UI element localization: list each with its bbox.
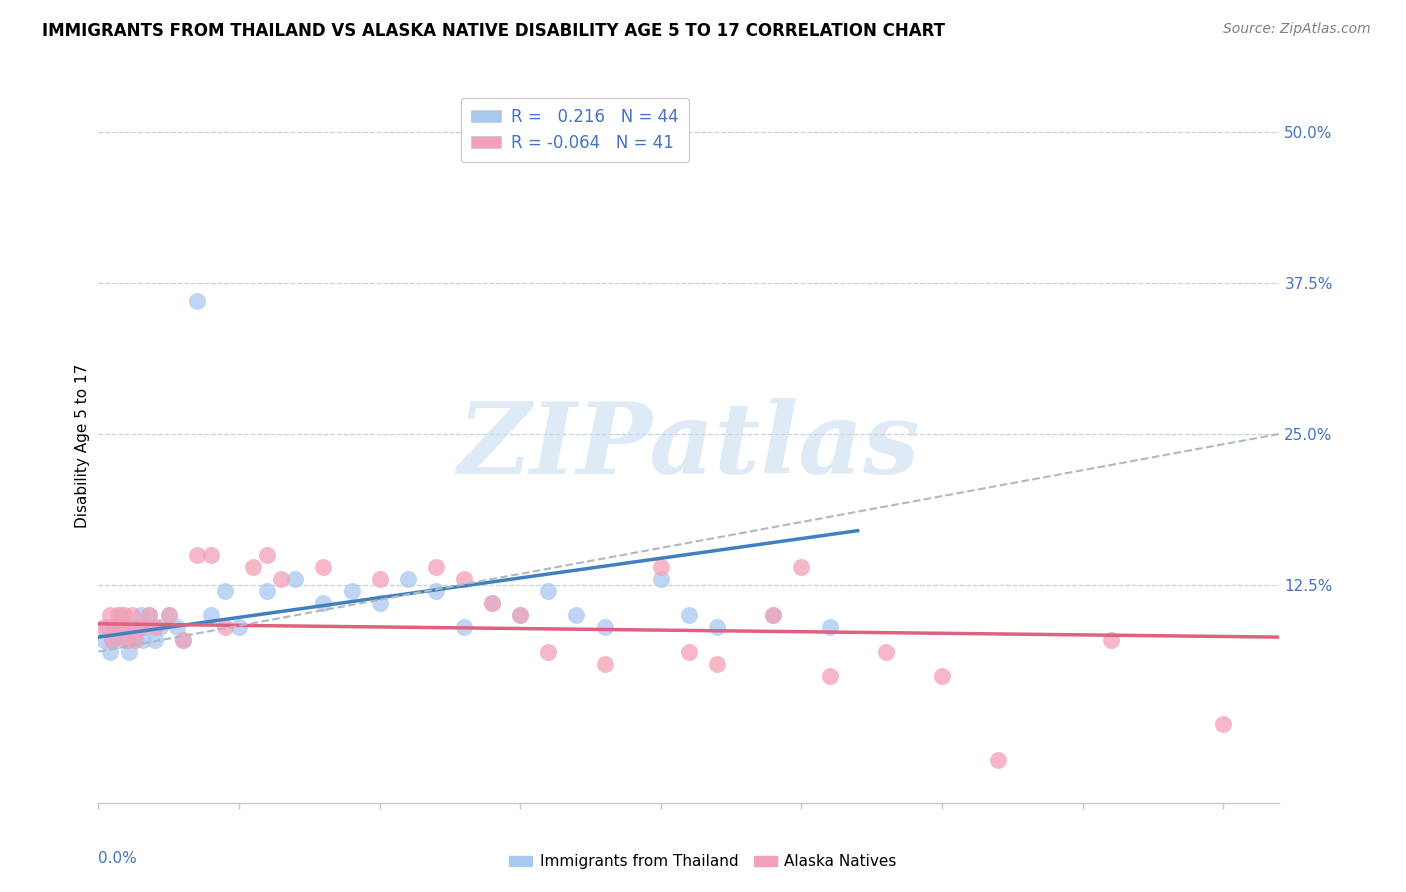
Point bbox=[931, 669, 953, 683]
Point bbox=[172, 632, 194, 647]
Point bbox=[93, 620, 115, 634]
Y-axis label: Disability Age 5 to 17: Disability Age 5 to 17 bbox=[75, 364, 90, 528]
Point bbox=[706, 657, 728, 671]
Text: 0.0%: 0.0% bbox=[98, 851, 138, 866]
Point bbox=[453, 572, 475, 586]
Point bbox=[149, 620, 172, 634]
Point bbox=[425, 584, 447, 599]
Legend: R =   0.216   N = 44, R = -0.064   N = 41: R = 0.216 N = 44, R = -0.064 N = 41 bbox=[461, 97, 689, 161]
Point bbox=[537, 645, 560, 659]
Point bbox=[987, 754, 1010, 768]
Point bbox=[678, 608, 700, 623]
Point bbox=[678, 645, 700, 659]
Point bbox=[101, 632, 124, 647]
Point bbox=[214, 620, 236, 634]
Point bbox=[157, 608, 180, 623]
Point bbox=[256, 548, 278, 562]
Point bbox=[453, 620, 475, 634]
Point bbox=[101, 632, 124, 647]
Point bbox=[509, 608, 531, 623]
Point bbox=[1212, 717, 1234, 731]
Text: IMMIGRANTS FROM THAILAND VS ALASKA NATIVE DISABILITY AGE 5 TO 17 CORRELATION CHA: IMMIGRANTS FROM THAILAND VS ALASKA NATIV… bbox=[42, 22, 945, 40]
Point bbox=[110, 620, 132, 634]
Point bbox=[112, 620, 135, 634]
Point bbox=[98, 645, 121, 659]
Point bbox=[818, 620, 841, 634]
Point bbox=[115, 632, 138, 647]
Point bbox=[98, 608, 121, 623]
Point bbox=[256, 584, 278, 599]
Point bbox=[121, 608, 143, 623]
Point bbox=[650, 572, 672, 586]
Point bbox=[425, 560, 447, 574]
Legend: Immigrants from Thailand, Alaska Natives: Immigrants from Thailand, Alaska Natives bbox=[503, 848, 903, 875]
Point bbox=[242, 560, 264, 574]
Point bbox=[214, 584, 236, 599]
Point bbox=[200, 608, 222, 623]
Point bbox=[270, 572, 292, 586]
Point bbox=[132, 632, 155, 647]
Point bbox=[107, 608, 129, 623]
Point bbox=[93, 632, 115, 647]
Point bbox=[129, 608, 152, 623]
Point bbox=[118, 645, 141, 659]
Point bbox=[124, 632, 146, 647]
Point bbox=[284, 572, 307, 586]
Point bbox=[127, 620, 149, 634]
Point bbox=[110, 608, 132, 623]
Point bbox=[157, 608, 180, 623]
Point bbox=[143, 632, 166, 647]
Point bbox=[166, 620, 188, 634]
Text: Source: ZipAtlas.com: Source: ZipAtlas.com bbox=[1223, 22, 1371, 37]
Point bbox=[396, 572, 419, 586]
Point bbox=[124, 632, 146, 647]
Point bbox=[481, 596, 503, 610]
Point bbox=[115, 632, 138, 647]
Point bbox=[790, 560, 813, 574]
Point bbox=[104, 620, 127, 634]
Point bbox=[172, 632, 194, 647]
Point bbox=[509, 608, 531, 623]
Point bbox=[762, 608, 785, 623]
Point bbox=[340, 584, 363, 599]
Point bbox=[107, 632, 129, 647]
Point bbox=[593, 657, 616, 671]
Point bbox=[96, 620, 118, 634]
Point bbox=[200, 548, 222, 562]
Point bbox=[875, 645, 897, 659]
Point bbox=[143, 620, 166, 634]
Point bbox=[228, 620, 250, 634]
Point bbox=[565, 608, 588, 623]
Point bbox=[121, 620, 143, 634]
Point bbox=[650, 560, 672, 574]
Point bbox=[537, 584, 560, 599]
Point bbox=[481, 596, 503, 610]
Point bbox=[186, 293, 208, 308]
Point bbox=[762, 608, 785, 623]
Point bbox=[112, 608, 135, 623]
Point bbox=[312, 560, 335, 574]
Point bbox=[129, 620, 152, 634]
Point bbox=[706, 620, 728, 634]
Point bbox=[368, 572, 391, 586]
Point bbox=[818, 669, 841, 683]
Point bbox=[186, 548, 208, 562]
Point bbox=[138, 608, 160, 623]
Point bbox=[118, 620, 141, 634]
Point bbox=[312, 596, 335, 610]
Point bbox=[138, 608, 160, 623]
Point bbox=[1099, 632, 1122, 647]
Point bbox=[135, 620, 157, 634]
Point bbox=[368, 596, 391, 610]
Point bbox=[104, 620, 127, 634]
Point bbox=[593, 620, 616, 634]
Text: ZIPatlas: ZIPatlas bbox=[458, 398, 920, 494]
